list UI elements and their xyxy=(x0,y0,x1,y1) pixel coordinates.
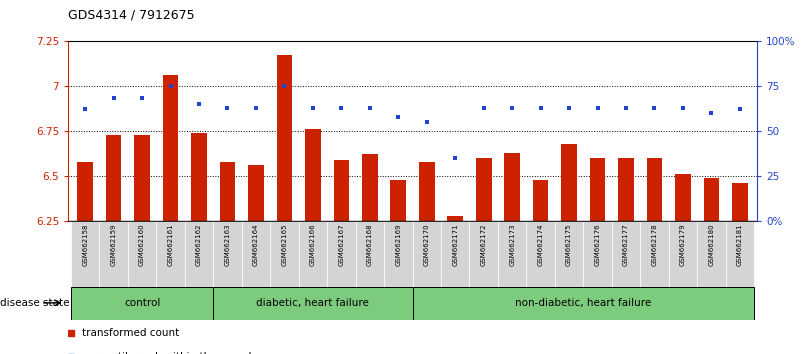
Bar xyxy=(71,221,99,287)
Text: percentile rank within the sample: percentile rank within the sample xyxy=(82,352,258,354)
Text: GSM662165: GSM662165 xyxy=(281,223,288,266)
Bar xyxy=(213,221,242,287)
Bar xyxy=(732,183,747,221)
Bar xyxy=(703,178,719,221)
Bar xyxy=(305,129,320,221)
Text: GSM662160: GSM662160 xyxy=(139,223,145,266)
Bar xyxy=(441,221,469,287)
Text: GSM662172: GSM662172 xyxy=(481,223,487,266)
Text: transformed count: transformed count xyxy=(82,328,179,338)
Text: GSM662180: GSM662180 xyxy=(708,223,714,266)
Bar xyxy=(555,221,583,287)
Bar xyxy=(99,221,128,287)
Bar xyxy=(191,133,207,221)
Text: GSM662164: GSM662164 xyxy=(253,223,259,266)
Text: disease state: disease state xyxy=(0,298,70,308)
Text: GSM662177: GSM662177 xyxy=(623,223,629,266)
Bar xyxy=(219,162,235,221)
Bar xyxy=(498,221,526,287)
Text: GSM662159: GSM662159 xyxy=(111,223,117,266)
Text: GSM662174: GSM662174 xyxy=(537,223,544,266)
Bar xyxy=(669,221,697,287)
Bar xyxy=(448,216,463,221)
Text: GSM662162: GSM662162 xyxy=(196,223,202,266)
Text: GSM662158: GSM662158 xyxy=(83,223,88,266)
Text: GSM662175: GSM662175 xyxy=(566,223,572,266)
Bar xyxy=(156,221,185,287)
Bar xyxy=(242,221,270,287)
Bar xyxy=(163,75,179,221)
Bar xyxy=(71,287,213,320)
Bar xyxy=(135,135,150,221)
Text: diabetic, heart failure: diabetic, heart failure xyxy=(256,298,369,308)
Text: GSM662170: GSM662170 xyxy=(424,223,430,266)
Bar xyxy=(533,180,549,221)
Bar xyxy=(726,221,754,287)
Bar xyxy=(248,165,264,221)
Text: non-diabetic, heart failure: non-diabetic, heart failure xyxy=(515,298,651,308)
Bar xyxy=(299,221,327,287)
Text: GSM662173: GSM662173 xyxy=(509,223,515,266)
Bar xyxy=(646,158,662,221)
Text: GSM662166: GSM662166 xyxy=(310,223,316,266)
Text: GSM662163: GSM662163 xyxy=(224,223,231,266)
Bar xyxy=(590,158,606,221)
Text: GDS4314 / 7912675: GDS4314 / 7912675 xyxy=(68,9,195,22)
Bar xyxy=(413,287,754,320)
Bar xyxy=(618,158,634,221)
Text: GSM662161: GSM662161 xyxy=(167,223,174,266)
Bar xyxy=(612,221,640,287)
Bar xyxy=(384,221,413,287)
Bar xyxy=(469,221,498,287)
Bar xyxy=(213,287,413,320)
Bar xyxy=(128,221,156,287)
Bar xyxy=(356,221,384,287)
Bar xyxy=(583,221,612,287)
Text: GSM662167: GSM662167 xyxy=(338,223,344,266)
Text: GSM662169: GSM662169 xyxy=(395,223,401,266)
Bar xyxy=(562,144,577,221)
Bar xyxy=(413,221,441,287)
Text: GSM662171: GSM662171 xyxy=(453,223,458,266)
Bar xyxy=(362,154,377,221)
Bar xyxy=(419,162,435,221)
Bar xyxy=(505,153,520,221)
Text: GSM662176: GSM662176 xyxy=(594,223,601,266)
Bar xyxy=(327,221,356,287)
Bar xyxy=(476,158,492,221)
Text: GSM662168: GSM662168 xyxy=(367,223,372,266)
Bar xyxy=(276,55,292,221)
Bar xyxy=(333,160,349,221)
Bar xyxy=(697,221,726,287)
Text: control: control xyxy=(124,298,160,308)
Text: GSM662178: GSM662178 xyxy=(651,223,658,266)
Bar xyxy=(390,180,406,221)
Bar xyxy=(106,135,122,221)
Bar xyxy=(640,221,669,287)
Bar xyxy=(78,162,93,221)
Bar xyxy=(526,221,555,287)
Bar xyxy=(185,221,213,287)
Text: GSM662181: GSM662181 xyxy=(737,223,743,266)
Bar xyxy=(270,221,299,287)
Bar xyxy=(675,174,690,221)
Text: GSM662179: GSM662179 xyxy=(680,223,686,266)
